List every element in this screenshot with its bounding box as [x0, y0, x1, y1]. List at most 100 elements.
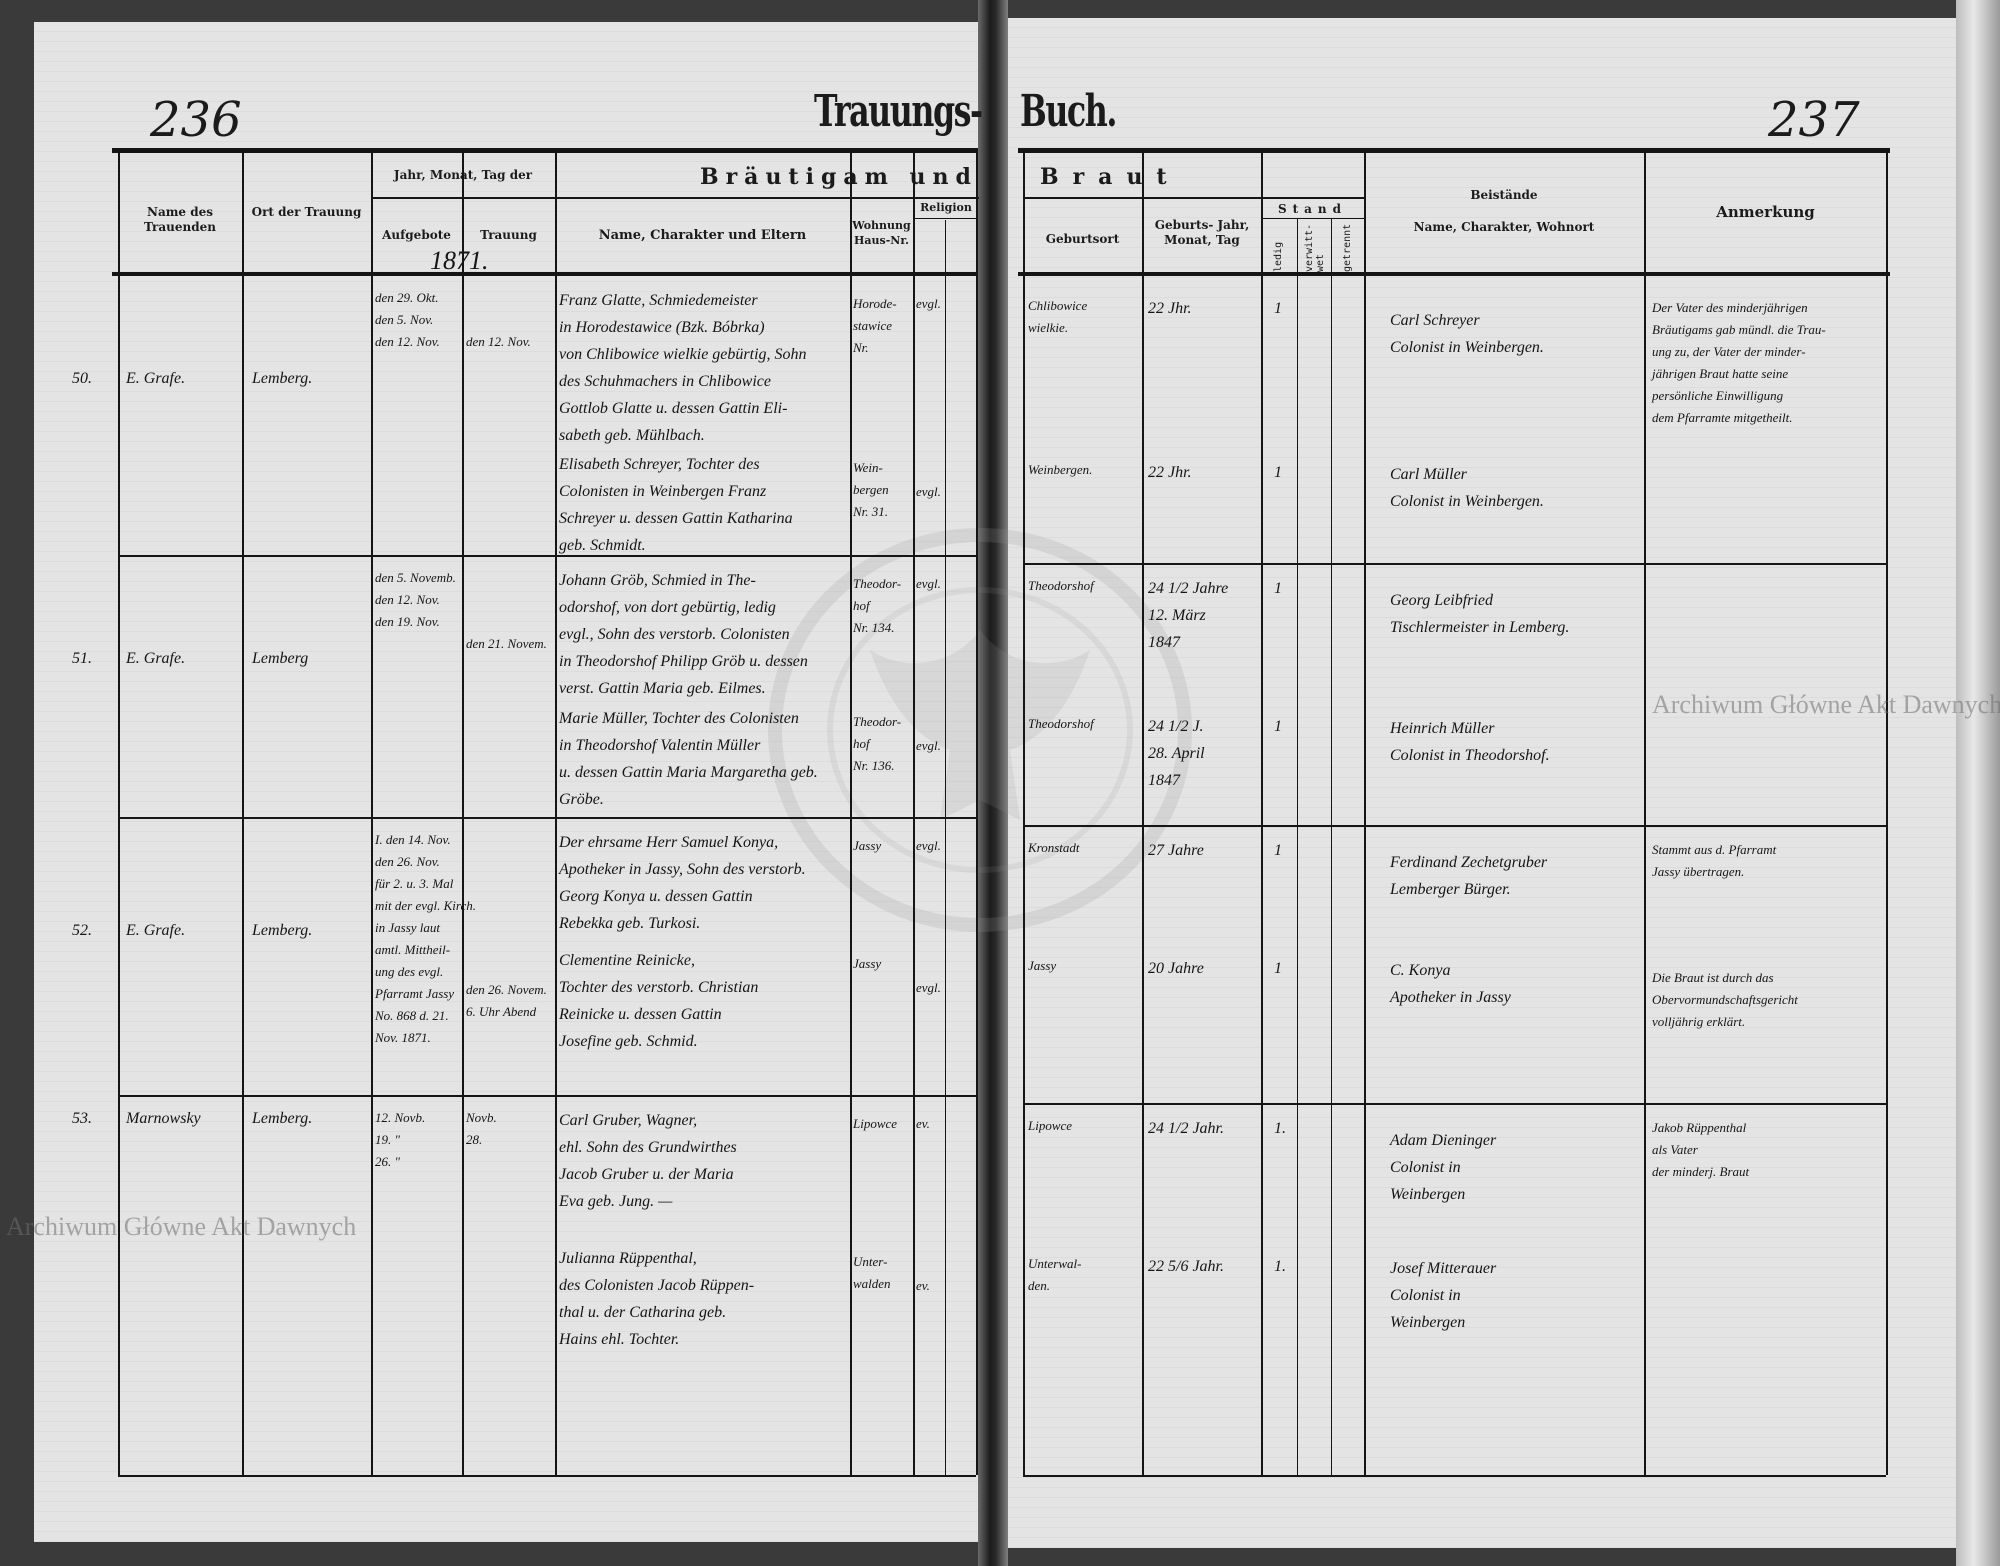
header-aufgebote: Aufgebote	[382, 228, 451, 242]
column-rule	[371, 150, 373, 1475]
bride-details-line: Reinicke u. dessen Gattin	[559, 1006, 722, 1023]
groom-stand-ledig-line: 1	[1274, 300, 1282, 317]
column-rule	[913, 150, 915, 1475]
bride-alter: 22 Jhr.	[1148, 459, 1192, 486]
aufgebote-dates-line: mit der evgl. Kirch.	[375, 898, 476, 913]
bride-details-line: Marie Müller, Tochter des Colonisten	[559, 710, 799, 727]
header-ledig: ledig	[1273, 241, 1284, 272]
trauung-date-line: 28.	[466, 1132, 483, 1147]
bride-details-line: Colonisten in Weinbergen Franz	[559, 483, 767, 500]
groom-details-line: von Chlibowice wielkie gebürtig, Sohn	[559, 346, 807, 363]
trauung-date: Novb. 28.	[466, 1107, 497, 1151]
aufgebote-dates: den 5. Novemb. den 12. Nov. den 19. Nov.	[375, 567, 456, 633]
row-rule	[1023, 563, 1886, 565]
trauung-ort-line: Lemberg.	[252, 370, 313, 387]
bride-geburtsort: Theodorshof	[1028, 713, 1094, 735]
beistand: Josef Mitterauer Colonist in Weinbergen	[1390, 1255, 1496, 1336]
groom-stand-ledig-line: 1	[1274, 580, 1282, 597]
groom-wohnung-line: Theodor-	[853, 576, 902, 591]
groom-wohnung: Theodor-hof Nr. 134.	[853, 573, 901, 639]
anmerkung-note-line: Die Braut ist durch das	[1652, 970, 1774, 985]
beistand-line: C. Konya	[1390, 962, 1451, 979]
column-rule	[850, 150, 852, 1475]
trauender-name-line: Marnowsky	[126, 1110, 201, 1127]
beistand-line: Josef Mitterauer	[1390, 1260, 1497, 1277]
bride-details-line: Schreyer u. dessen Gattin Katharina	[559, 510, 793, 527]
beistand-line: Colonist in Weinbergen.	[1390, 493, 1544, 510]
aufgebote-dates-line: I. den 14. Nov.	[375, 832, 451, 847]
trauender-name: Marnowsky	[126, 1105, 201, 1132]
aufgebote-dates-line: 19. "	[375, 1132, 400, 1147]
row-rule	[118, 1095, 976, 1097]
header-braut: Braut	[1040, 164, 1181, 190]
anmerkung-note: Der Vater des minderjährigen Bräutigams g…	[1652, 297, 1826, 429]
entry-number: 52.	[72, 917, 92, 944]
bride-geburtsort-line: den.	[1028, 1278, 1051, 1293]
entry-number-line: 52.	[72, 922, 92, 939]
column-rule	[555, 150, 557, 1475]
bride-geburtsort-line: Unterwal-	[1028, 1256, 1082, 1271]
beistand-line: Carl Schreyer	[1390, 312, 1480, 329]
anmerkung-note-line: Jakob Rüppenthal	[1652, 1120, 1747, 1135]
groom-religion: evgl.	[916, 573, 941, 595]
anmerkung-note-line: Bräutigams gab mündl. die Trau-	[1652, 322, 1826, 337]
table-top-border	[112, 148, 978, 153]
header-geburtsort: Geburtsort	[1045, 232, 1120, 246]
column-rule	[1331, 219, 1332, 1475]
beistand: Ferdinand Zechetgruber Lemberger Bürger.	[1390, 849, 1547, 903]
bride-geburtsort-line: Jassy	[1028, 958, 1057, 973]
bride-wohnung-line: Wein-	[853, 460, 883, 475]
bride-details-line: des Colonisten Jacob Rüppen-	[559, 1277, 755, 1294]
bride-stand-ledig: 1	[1274, 459, 1282, 486]
trauender-name-line: E. Grafe.	[126, 922, 186, 939]
aufgebote-dates-line: den 19. Nov.	[375, 614, 440, 629]
groom-geburtsort-line: wielkie.	[1028, 320, 1069, 335]
bride-details-line: Hains ehl. Tochter.	[559, 1331, 680, 1348]
beistand: Georg Leibfried Tischlermeister in Lember…	[1390, 587, 1569, 641]
anmerkung-note-line: der minderj. Braut	[1652, 1164, 1750, 1179]
aufgebote-dates-line: Nov. 1871.	[375, 1030, 431, 1045]
beistand-line: Weinbergen	[1390, 1186, 1466, 1203]
aufgebote-dates-line: den 12. Nov.	[375, 592, 440, 607]
trauung-date-line: 6. Uhr Abend	[466, 1004, 537, 1019]
anmerkung-note: Die Braut ist durch das Obervormundschaft…	[1652, 967, 1798, 1033]
groom-stand-ledig-line: 1.	[1274, 1120, 1286, 1137]
header-name-trauenden: Name des Trauenden	[144, 205, 216, 234]
bride-religion: evgl.	[916, 735, 941, 757]
column-rule	[242, 150, 244, 1475]
bride-details-line: in Theodorshof Valentin Müller	[559, 737, 761, 754]
groom-wohnung-line: stawice	[853, 318, 892, 333]
bride-wohnung: Jassy	[853, 953, 881, 975]
groom-alter: 22 Jhr.	[1148, 295, 1192, 322]
aufgebote-dates-line: No. 868 d. 21.	[375, 1008, 449, 1023]
bride-wohnung-line: Jassy	[853, 956, 882, 971]
page-number-right: 237	[1768, 92, 1860, 148]
header-verwitwet: verwitt- wet	[1304, 223, 1326, 272]
groom-geburtsort-line: Kronstadt	[1028, 840, 1080, 855]
groom-stand-ledig-line: 1	[1274, 842, 1282, 859]
anmerkung-note-line: Der Vater des minderjährigen	[1652, 300, 1808, 315]
groom-religion-line: evgl.	[916, 296, 941, 311]
aufgebote-dates-line: ung des evgl.	[375, 964, 444, 979]
anmerkung-note: Jakob Rüppenthal als Vater der minderj. Br…	[1652, 1117, 1749, 1183]
bride-details: Julianna Rüppenthal, des Colonisten Jacob…	[559, 1245, 754, 1353]
table-rule	[913, 218, 976, 219]
trauung-date-line: den 26. Novem.	[466, 982, 547, 997]
bride-wohnung-line: Theodor-	[853, 714, 902, 729]
bride-details-line: thal u. der Catharina geb.	[559, 1304, 727, 1321]
beistand-line: Colonist in	[1390, 1159, 1461, 1176]
bride-wohnung-line: hof	[853, 736, 870, 751]
anmerkung-note-line: als Vater	[1652, 1142, 1698, 1157]
bride-details-line: Gröbe.	[559, 791, 604, 808]
beistand: Heinrich Müller Colonist in Theodorshof.	[1390, 715, 1550, 769]
groom-wohnung-line: Lipowce	[853, 1116, 898, 1131]
header-anmerkung: Anmerkung	[1716, 203, 1815, 221]
trauender-name-line: E. Grafe.	[126, 650, 186, 667]
aufgebote-dates-line: für 2. u. 3. Mal	[375, 876, 454, 891]
bride-religion-line: evgl.	[916, 484, 941, 499]
trauender-name: E. Grafe.	[126, 645, 185, 672]
bride-geburtsort-line: Weinbergen.	[1028, 462, 1093, 477]
table-rule	[1023, 197, 1364, 199]
header-ort-trauung: Ort der Trauung	[251, 205, 362, 219]
groom-details-line: Johann Gröb, Schmied in The-	[559, 572, 756, 589]
